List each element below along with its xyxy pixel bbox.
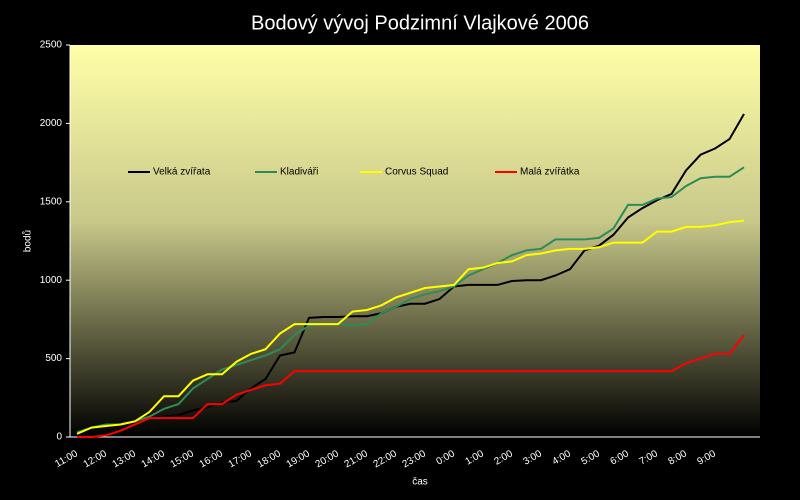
x-tick-label: 12:00: [82, 448, 110, 470]
x-tick-label: 19:00: [285, 448, 313, 470]
legend-label: Malá zvířátka: [520, 167, 580, 178]
x-tick-label: 13:00: [111, 448, 139, 470]
legend: Velká zvířata Kladiváři Corvus Squad Malá z…: [128, 167, 580, 178]
legend-label: Corvus Squad: [385, 167, 448, 178]
x-tick-label: 23:00: [401, 448, 429, 470]
x-tick-label: 3:00: [521, 448, 544, 467]
series-line: [77, 334, 745, 438]
x-tick-label: 0:00: [434, 448, 457, 467]
x-tick-label: 17:00: [227, 448, 255, 470]
series-line: [76, 113, 745, 437]
x-tick-label: 11:00: [53, 448, 80, 470]
x-tick-label: 6:00: [608, 448, 631, 467]
y-tick-label: 1500: [40, 196, 63, 207]
legend-label: Kladiváři: [280, 167, 318, 178]
y-tick-label: 500: [45, 353, 62, 364]
x-tick-label: 18:00: [256, 448, 284, 470]
x-tick-label: 8:00: [666, 448, 689, 467]
x-tick-label: 15:00: [169, 448, 197, 470]
x-tick-label: 9:00: [695, 448, 718, 467]
x-tick-label: 14:00: [140, 448, 168, 470]
x-tick-label: 5:00: [579, 448, 602, 467]
legend-label: Velká zvířata: [153, 167, 211, 178]
x-tick-label: 1:00: [463, 448, 486, 467]
series-line: [76, 219, 745, 435]
y-tick-label: 2500: [40, 40, 63, 51]
y-tick-label: 2000: [40, 118, 63, 129]
y-axis-label: bodů: [22, 230, 34, 252]
x-tick-label: 21:00: [343, 448, 371, 470]
x-tick-label: 4:00: [550, 448, 573, 467]
x-tick-label: 2:00: [492, 448, 515, 467]
y-tick-label: 0: [56, 432, 62, 443]
x-tick-label: 7:00: [637, 448, 660, 467]
y-tick-label: 1000: [40, 275, 63, 286]
series-line: [76, 166, 745, 434]
plot-area: [70, 45, 760, 437]
x-tick-label: 16:00: [198, 448, 226, 470]
x-tick-label: 20:00: [314, 448, 342, 470]
x-axis-label: čas: [412, 477, 428, 488]
chart-title: Bodový vývoj Podzimní Vlajkové 2006: [251, 12, 589, 34]
x-tick-label: 22:00: [372, 448, 400, 470]
